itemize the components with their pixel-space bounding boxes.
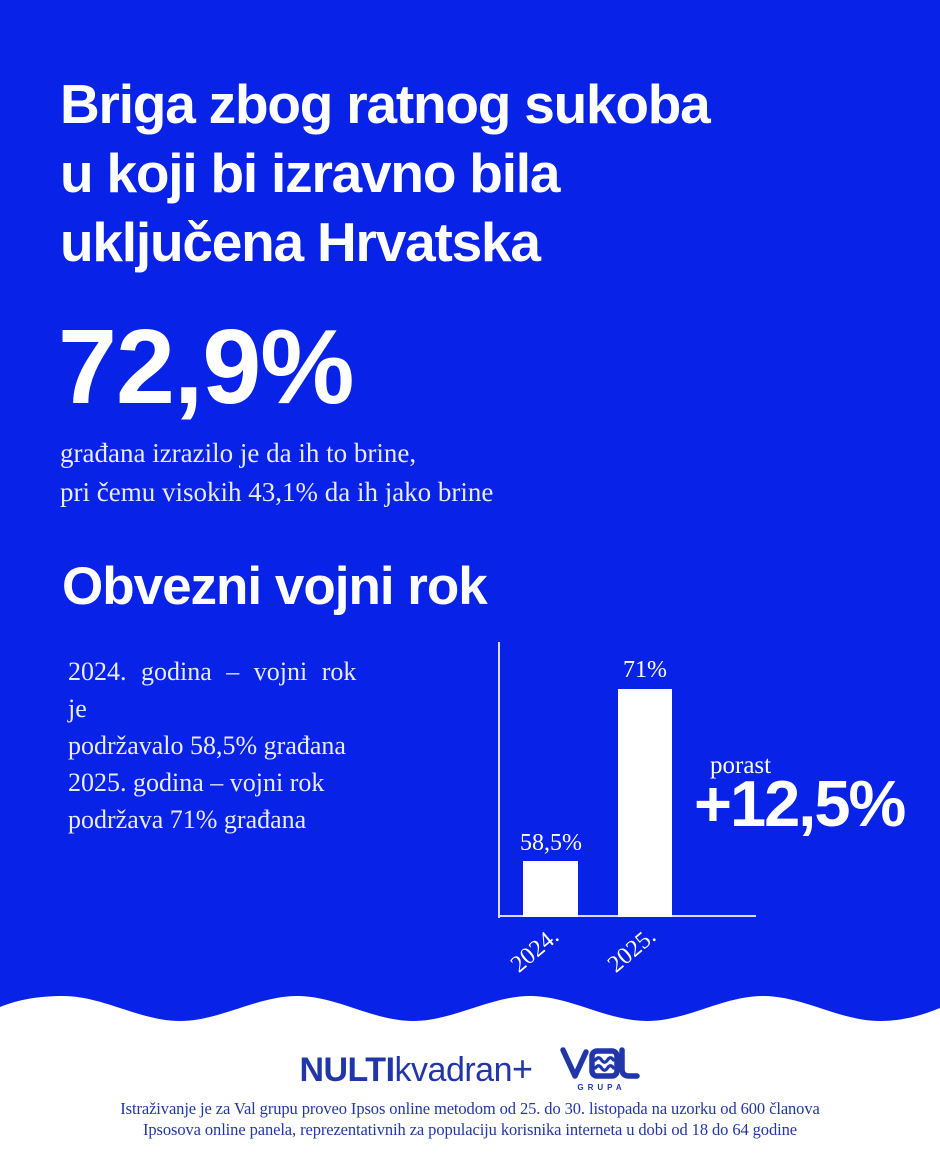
title-line-3: uključena Hrvatska	[60, 211, 541, 273]
stat-description-line-2: pri čemu visokih 43,1% da ih jako brine	[60, 477, 494, 507]
annotation-label: porast	[710, 752, 772, 779]
title-line-1: Briga zbog ratnog sukoba	[60, 73, 711, 135]
page-title: Briga zbog ratnog sukoba u koji bi izrav…	[60, 70, 711, 277]
bar-value-label-2025: 71%	[623, 657, 667, 683]
chart-y-axis	[498, 642, 500, 918]
section-heading: Obvezni vojni rok	[62, 557, 488, 616]
val-grupa-sublabel: GRUPA	[577, 1083, 626, 1092]
body-line-3: 2025. godina – vojni rok	[68, 768, 325, 797]
section-body: 2024. godina – vojni rok je podržavalo 5…	[68, 653, 388, 838]
disclaimer-line-1: Istraživanje je za Val grupu proveo Ipso…	[120, 1099, 820, 1118]
val-logo-icon	[559, 1047, 640, 1079]
bar-value-label-2024: 58,5%	[520, 830, 582, 856]
blue-background	[0, 0, 940, 1030]
stat-description-line-1: građana izrazilo je da ih to brine,	[60, 438, 417, 468]
disclaimer-text: Istraživanje je za Val grupu proveo Ipso…	[0, 1098, 940, 1140]
body-line-2: podržavalo 58,5% građana	[68, 731, 346, 760]
title-line-2: u koji bi izravno bila	[60, 142, 560, 204]
val-grupa-logo: GRUPA	[559, 1046, 641, 1092]
multikvadrant-logo: NULTIkvadran+	[299, 1048, 533, 1090]
footer-logos: NULTIkvadran+ GRUPA	[0, 1042, 940, 1096]
plus-icon: +	[512, 1048, 533, 1089]
bar-2025	[618, 689, 672, 917]
stat-value: 72,9%	[58, 308, 355, 426]
multikvadrant-logo-regular: kvadran	[394, 1051, 513, 1089]
stat-description: građana izrazilo je da ih to brine, pri …	[60, 434, 493, 512]
disclaimer-line-2: Ipsosova online panela, reprezentativnih…	[143, 1120, 797, 1139]
body-line-4: podržava 71% građana	[68, 805, 307, 834]
wave-divider	[0, 996, 940, 1030]
bar-2024	[523, 861, 578, 917]
multikvadrant-logo-bold: NULTI	[299, 1051, 395, 1089]
annotation-value: +12,5%	[694, 767, 906, 840]
body-line-1: 2024. godina – vojni rok je	[68, 657, 357, 723]
